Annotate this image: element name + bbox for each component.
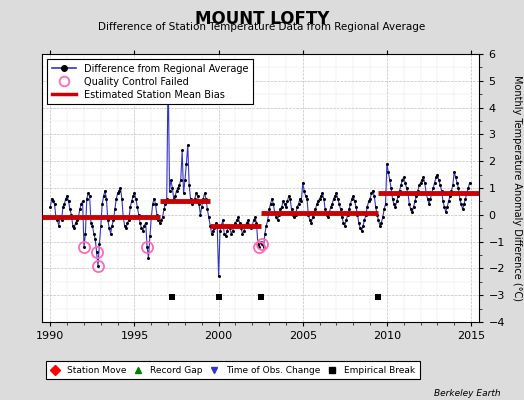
Text: Berkeley Earth: Berkeley Earth <box>434 389 500 398</box>
Y-axis label: Monthly Temperature Anomaly Difference (°C): Monthly Temperature Anomaly Difference (… <box>511 75 522 301</box>
Legend: Station Move, Record Gap, Time of Obs. Change, Empirical Break: Station Move, Record Gap, Time of Obs. C… <box>47 361 420 379</box>
Text: MOUNT LOFTY: MOUNT LOFTY <box>195 10 329 28</box>
Text: Difference of Station Temperature Data from Regional Average: Difference of Station Temperature Data f… <box>99 22 425 32</box>
